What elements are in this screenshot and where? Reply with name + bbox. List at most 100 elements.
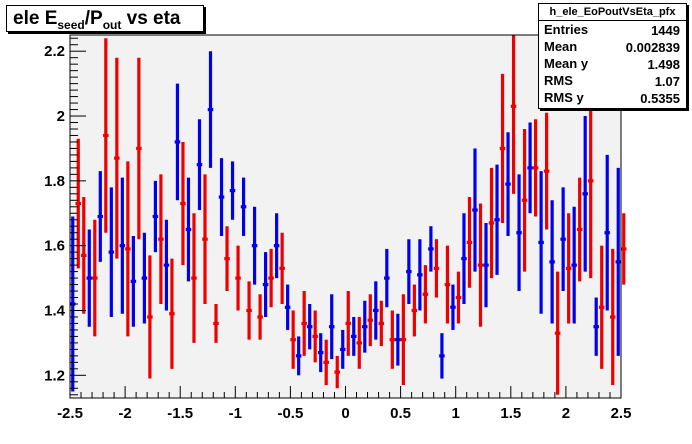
data-point-blue-30 [406,239,412,305]
data-point-blue-10 [185,177,192,282]
data-point-blue-28 [384,248,390,308]
stats-row-mean-y: Mean y 1.498 [544,56,680,72]
data-point-red-22 [312,310,318,363]
y-tick-label-4: 2 [57,108,65,125]
x-tick-label-1: -2 [118,405,131,422]
data-point-red-20 [290,310,296,369]
data-point-red-21 [301,291,307,356]
data-point-red-44 [554,271,561,395]
y-tick-label-3: 1.8 [44,173,65,190]
data-point-red-27 [367,294,374,347]
data-point-red-12 [202,174,208,305]
data-point-red-34 [444,245,451,324]
data-point-red-49 [609,248,616,386]
data-point-red-29 [389,310,396,369]
x-tick-label-2: -1.5 [167,405,193,422]
data-point-red-39 [499,73,506,223]
y-tick-label-2: 1.6 [44,238,65,255]
data-point-blue-43 [549,200,555,324]
data-point-blue-46 [582,116,588,272]
data-point-red-13 [213,304,219,343]
x-tick-label-9: 2 [562,405,570,422]
data-point-red-41 [521,128,528,272]
data-point-red-26 [356,316,363,369]
data-point-blue-23 [328,294,335,360]
data-point-red-40 [510,35,517,194]
data-point-red-1 [81,197,87,314]
data-point-red-50 [621,213,627,285]
data-point-red-8 [158,174,164,305]
data-point-red-4 [114,57,120,259]
x-tick-label-7: 1 [452,405,460,422]
data-point-blue-31 [417,239,423,311]
chart-title: ele Eseed/Pout vs eta [13,8,181,32]
data-point-blue-25 [351,316,357,356]
data-point-red-23 [323,339,329,386]
data-point-red-47 [587,83,594,279]
data-point-blue-6 [141,232,148,324]
data-point-red-14 [224,226,230,292]
x-tick-label-6: 0.5 [390,405,411,422]
x-tick-label-4: -0.5 [277,405,303,422]
data-point-blue-15 [240,177,247,236]
x-tick-label-5: 0 [341,405,349,422]
data-point-blue-20 [295,336,302,376]
data-point-red-30 [400,294,407,386]
data-point-blue-29 [395,313,401,366]
y-tick-label-0: 1.2 [44,367,65,384]
data-point-red-11 [191,213,197,343]
data-point-blue-38 [494,164,500,275]
data-point-blue-16 [251,206,258,285]
stats-row-rms: RMS 1.07 [544,73,680,89]
data-point-red-9 [169,258,175,369]
data-point-blue-5 [130,235,137,327]
data-point-red-36 [466,197,473,288]
data-point-blue-48 [604,154,610,311]
data-point-red-24 [334,355,340,389]
data-point-red-25 [345,291,352,356]
series-blue [70,51,621,392]
data-point-red-3 [103,38,109,233]
data-point-blue-45 [571,206,577,324]
stats-row-rms-y: RMS y 0.5355 [544,90,680,106]
data-point-red-42 [532,119,539,217]
data-point-red-2 [92,219,98,337]
data-point-blue-49 [615,167,621,356]
x-tick-label-8: 1.5 [500,405,521,422]
stats-row-entries: Entries 1449 [544,22,680,38]
data-point-blue-44 [560,187,566,292]
data-point-red-0 [75,138,82,269]
data-point-blue-36 [472,148,478,272]
data-point-red-10 [180,141,186,266]
data-point-red-46 [576,177,583,282]
data-point-red-37 [477,203,484,327]
data-point-red-15 [235,245,241,311]
stats-box: h_ele_EoPoutVsEta_pfx Entries 1449 Mean 0.… [538,3,687,109]
data-point-red-19 [279,232,285,305]
data-point-red-33 [433,239,440,298]
data-point-blue-35 [461,213,467,305]
data-point-blue-19 [284,284,291,330]
data-point-red-38 [488,167,495,279]
series-red [75,35,627,395]
data-point-blue-8 [163,219,170,311]
series-layer [70,35,627,395]
data-point-blue-9 [174,83,181,201]
data-point-red-48 [598,245,605,369]
data-point-blue-40 [516,174,522,292]
data-point-blue-32 [428,226,434,272]
data-point-blue-33 [439,333,445,379]
data-point-blue-3 [108,187,115,317]
data-point-red-7 [147,255,153,379]
data-point-red-5 [125,161,131,337]
data-point-blue-14 [229,161,236,220]
data-point-blue-7 [152,180,159,253]
data-point-blue-41 [527,122,533,214]
data-point-blue-18 [273,213,280,279]
histogram-name: h_ele_EoPoutVsEta_pfx [539,4,686,21]
data-point-blue-26 [362,300,368,353]
data-point-blue-21 [306,304,313,350]
data-point-red-32 [422,265,429,324]
axis-layer: -2.5 -2 -1.5 -1 -0.5 0 0.5 1 1.5 2 2.5 1.2 1.4 1.6 1.8… [44,34,631,422]
data-point-red-17 [257,294,263,340]
